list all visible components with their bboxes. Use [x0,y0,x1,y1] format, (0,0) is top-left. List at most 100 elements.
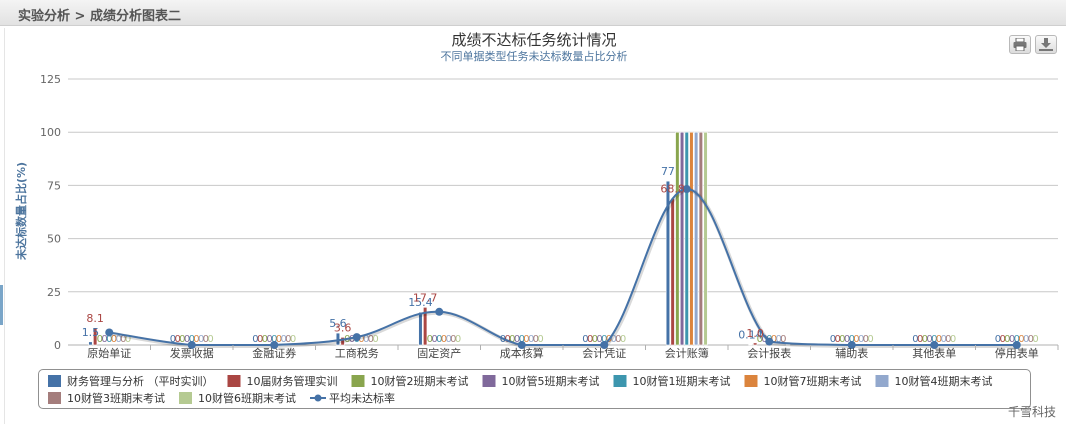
chart-title: 成绩不达标任务统计情况 [451,31,616,49]
bar-zero-label: 0 [620,334,626,345]
bar-zero-label: 0 [358,334,364,345]
legend-item: 10财管5班期末考试 [502,374,600,388]
legend-item: 10财管4班期末考试 [895,374,993,388]
average-point [352,333,361,342]
bar-zero-label: 0 [582,334,588,345]
bar-zero-label: 0 [945,334,951,345]
bar-zero-label: 0 [252,334,258,345]
bar-zero-label: 0 [757,334,763,345]
bar-zero-label: 0 [276,334,282,345]
breadcrumb-bar: 实验分析 > 成绩分析图表二 [0,0,1066,26]
legend-box [38,369,1031,409]
average-point [105,328,114,337]
printer-icon [1013,38,1027,51]
bar [698,131,703,346]
x-tick-label: 会计账簿 [665,346,709,360]
bar-zero-label: 0 [266,334,272,345]
average-line [105,185,1021,349]
bar-zero-label: 0 [170,334,176,345]
y-tick-label: 100 [40,126,61,139]
bar [703,131,708,346]
bar-zero-label: 0 [922,334,928,345]
legend-swatch [227,375,241,387]
bar-zero-label: 0 [596,334,602,345]
bar-zero-label: 0 [834,334,840,345]
bar-zero-label: 0 [115,334,121,345]
x-tick-label: 成本核算 [500,346,544,360]
legend-item: 财务管理与分析 （平时实训） [67,374,214,388]
bar-zero-label: 0 [940,334,946,345]
sidebar-toggle[interactable] [0,285,3,325]
bar-zero-label: 0 [615,334,621,345]
bar-zero-label: 0 [926,334,932,345]
print-button[interactable] [1009,35,1031,54]
x-tick-label: 其他表单 [912,346,956,360]
bar-zero-label: 0 [363,334,369,345]
bar-zero-label: 0 [587,334,593,345]
legend-swatch [744,375,758,387]
x-tick-label: 金融证券 [252,346,296,360]
x-tick-label: 辅助表 [835,346,868,360]
bar-zero-label: 0 [441,334,447,345]
bar-zero-label: 0 [189,334,195,345]
legend-point-symbol [314,394,322,402]
average-point [1012,341,1021,349]
legend-item: 10届财务管理实训 [247,374,338,388]
bar-zero-label: 0 [1014,334,1020,345]
y-tick-label: 75 [47,179,61,192]
bar [684,131,689,346]
data-label: 77 [661,165,675,178]
bar-zero-label: 0 [106,334,112,345]
legend-swatch [482,375,496,387]
bar-zero-label: 0 [509,334,515,345]
average-line-shadow [109,188,1018,349]
download-icon [1039,38,1053,51]
bar-zero-label: 0 [931,334,937,345]
x-tick-label: 原始单证 [87,346,131,360]
bar-zero-label: 0 [999,334,1005,345]
bar-zero-label: 0 [427,334,433,345]
bar-zero-label: 0 [936,334,942,345]
bar [675,131,680,346]
bar-zero-label: 0 [203,334,209,345]
legend-swatch [48,392,61,404]
bar-zero-label: 0 [285,334,291,345]
bar-zero-label: 0 [912,334,918,345]
bar-zero-label: 0 [523,334,529,345]
bar-zero-label: 0 [917,334,923,345]
bar-zero-label: 0 [528,334,534,345]
bar-zero-label: 0 [125,334,131,345]
average-point [187,341,196,349]
bar-zero-label: 0 [858,334,864,345]
chart-panel [4,28,1062,424]
bar-zero-label: 0 [198,334,204,345]
bar [694,131,699,346]
average-point [435,307,444,316]
chart-subtitle: 不同单据类型任务未达标数量占比分析 [441,49,628,63]
bar [335,332,341,346]
legend-swatch [179,392,192,404]
bar [423,307,428,346]
bar-zero-label: 0 [1032,334,1038,345]
bar-zero-label: 0 [184,334,190,345]
legend-item: 10财管2班期末考试 [371,374,469,388]
bar [670,198,675,346]
x-tick-label: 停用表单 [995,346,1039,360]
bar [88,341,93,346]
data-label: 3.6 [334,321,352,334]
average-point [270,341,279,349]
bar-zero-label: 0 [450,334,456,345]
data-label: 0.14 [738,329,763,342]
bars: 0 0 0 0 0 0 00 0 0 0 0 0 00 0 0 0 0 0 0 0 0 0 00 0 0 0 0 0 0 0 0 0 00 0 0 0… [88,131,1039,346]
export-button[interactable] [1035,35,1057,54]
x-tick-label: 固定资产 [417,346,461,360]
bar-zero-label: 0 [1009,334,1015,345]
bar-zero-label: 0 [207,334,213,345]
data-labels: 1.58.1 5.63.6 15.417.7 77 68.8 0.141.0 [82,165,764,342]
bar-zero-label: 0 [431,334,437,345]
bar [753,342,758,346]
legend: 财务管理与分析 （平时实训） 10届财务管理实训 10财管2班期末考试 10财管5班期… [48,374,993,405]
average-point [682,185,691,194]
bar-zero-label: 0 [1023,334,1029,345]
bar-zero-label: 0 [761,334,767,345]
